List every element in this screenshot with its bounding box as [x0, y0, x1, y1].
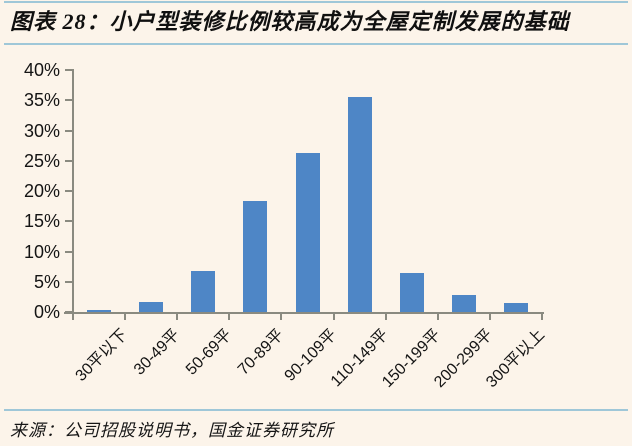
bar-30平以下	[87, 310, 112, 312]
y-axis-tick	[65, 190, 73, 192]
x-axis-tick	[436, 314, 439, 320]
x-axis-tick	[384, 314, 387, 320]
y-axis-label: 15%	[23, 211, 60, 232]
x-axis-label: 30平以下	[72, 326, 132, 385]
y-axis-tick	[65, 280, 73, 283]
bar-70-89平	[243, 201, 268, 312]
x-axis-tick	[488, 314, 491, 320]
y-axis-tick	[65, 99, 73, 102]
x-axis-tick	[332, 314, 335, 320]
y-axis-label: 35%	[23, 90, 60, 111]
y-axis-tick	[65, 129, 73, 132]
y-axis-tick	[65, 311, 73, 313]
bar-30-49平	[139, 302, 164, 312]
y-axis-tick	[65, 220, 73, 223]
x-axis-label: 30-49平	[131, 326, 184, 379]
y-axis-label: 5%	[33, 271, 60, 292]
bar-50-69平	[191, 271, 216, 312]
bar-110-149平	[347, 97, 372, 312]
bar-300平以上	[503, 303, 528, 312]
chart-title: 图表 28：小户型装修比例较高成为全屋定制发展的基础	[10, 9, 570, 34]
x-axis-tick	[228, 314, 231, 320]
y-axis-label: 30%	[23, 120, 60, 141]
y-axis-tick	[65, 159, 73, 162]
y-axis-label: 0%	[33, 302, 60, 322]
y-axis-tick	[65, 69, 73, 71]
x-axis-label: 50-69平	[183, 326, 236, 379]
source-text: 来源：公司招股说明书，国金证券研究所	[10, 421, 334, 440]
source-divider	[4, 409, 628, 411]
bar-90-109平	[295, 153, 320, 312]
x-axis-tick	[72, 314, 74, 320]
x-axis-tick	[176, 314, 179, 320]
x-axis-tick	[124, 314, 127, 320]
x-axis-tick	[280, 314, 283, 320]
y-axis-label: 10%	[23, 241, 60, 262]
y-axis-label: 20%	[23, 181, 60, 201]
x-axis-tick	[541, 314, 543, 320]
title-divider	[4, 43, 628, 45]
bar-150-199平	[399, 273, 424, 312]
y-axis-tick	[65, 250, 73, 253]
y-axis	[72, 69, 74, 314]
top-divider	[4, 1, 628, 3]
x-axis	[64, 312, 544, 314]
y-axis-label: 25%	[23, 150, 60, 171]
y-axis-label: 40%	[23, 60, 60, 80]
bar-200-299平	[451, 295, 476, 312]
